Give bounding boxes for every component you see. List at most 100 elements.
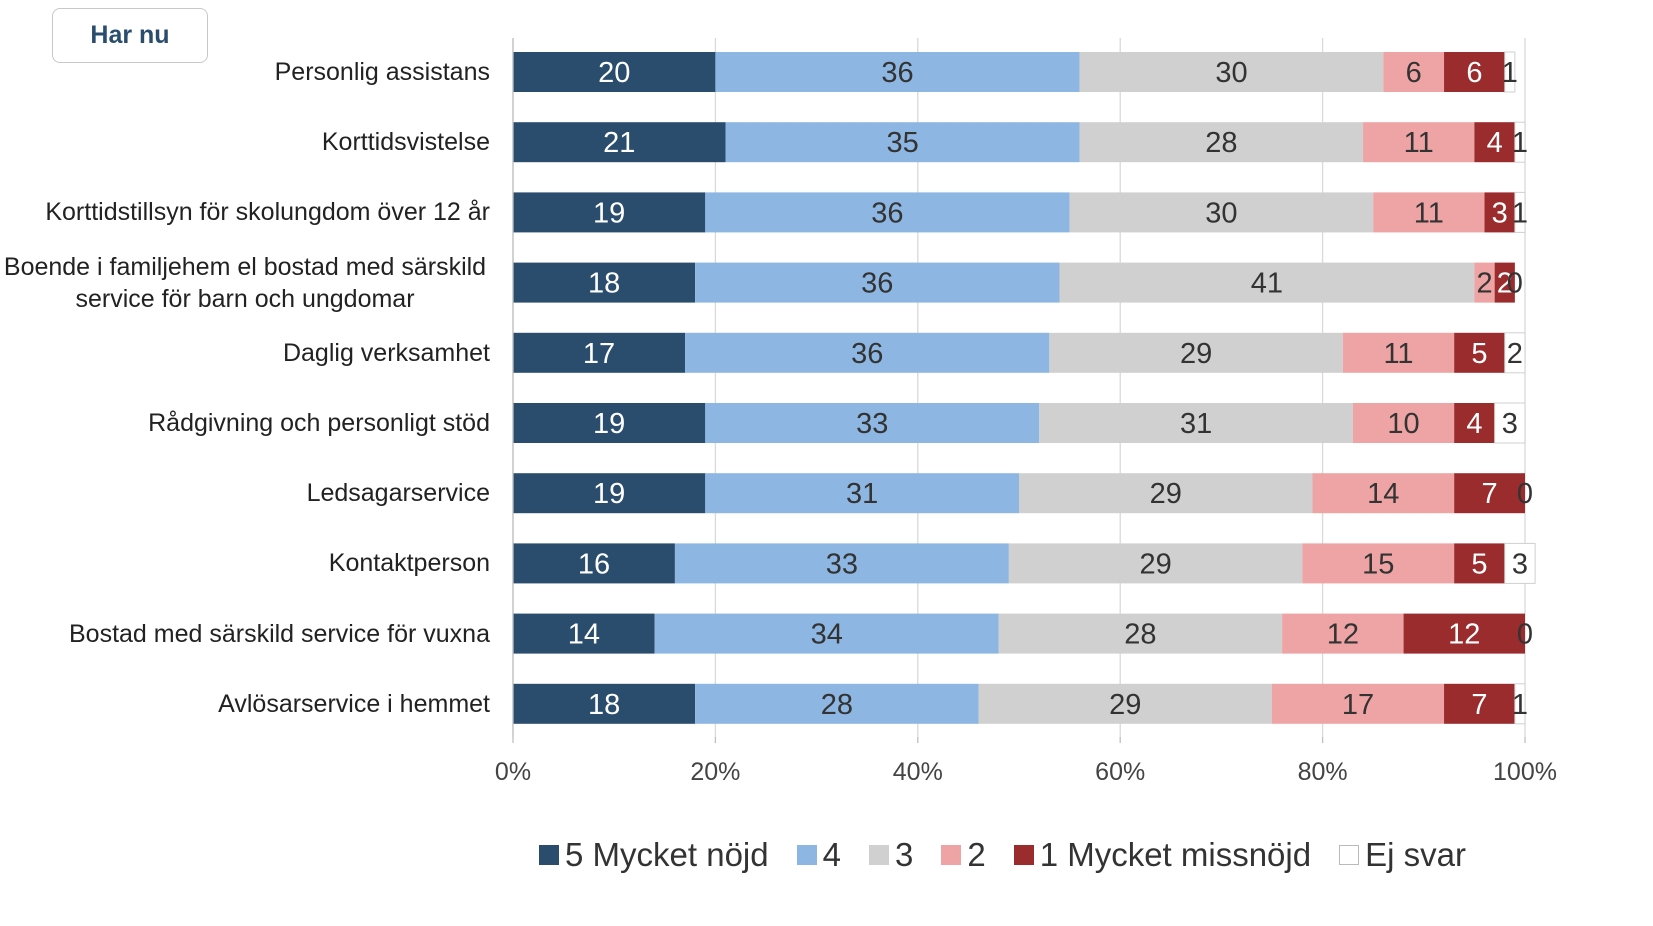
bar-segment — [1363, 122, 1475, 163]
data-label: 36 — [851, 338, 883, 370]
bar-segment — [998, 613, 1283, 654]
bar-segment — [513, 52, 716, 92]
legend: 5 Mycket nöjd 4 3 2 1 Mycket missnöjd Ej svar — [0, 836, 1653, 874]
bar-segment — [513, 192, 706, 233]
data-label: 36 — [861, 268, 893, 300]
category-label-box: Boende i familjehem el bostad med särski… — [0, 248, 490, 318]
bar-segment — [1373, 192, 1485, 233]
category-label-box: Kontaktperson — [0, 528, 490, 598]
bar-segment — [1079, 122, 1364, 163]
data-label: 14 — [1367, 478, 1399, 510]
category-label: Korttidsvistelse — [321, 128, 490, 157]
bar-segment — [715, 52, 1080, 92]
data-label: 7 — [1471, 689, 1487, 721]
data-label: 12 — [1448, 619, 1480, 651]
legend-swatch — [868, 845, 889, 865]
bar-segment — [1514, 683, 1526, 725]
bar-segment — [1454, 332, 1505, 373]
data-label: 36 — [871, 197, 903, 229]
data-label: 41 — [1251, 268, 1283, 300]
data-label: 4 — [1487, 127, 1503, 159]
data-label: 12 — [1327, 619, 1359, 651]
data-label: 0 — [1517, 619, 1533, 651]
data-label: 30 — [1215, 57, 1247, 89]
bar-segment — [513, 332, 686, 373]
data-label: 19 — [593, 197, 625, 229]
data-label: 4 — [1466, 408, 1482, 440]
data-label: 6 — [1466, 57, 1482, 89]
category-label-box: Avlösarservice i hemmet — [0, 669, 490, 739]
category-label-box: Korttidstillsyn för skolungdom över 12 å… — [0, 177, 490, 247]
tab-button[interactable]: Har nu — [52, 8, 208, 63]
data-label: 1 — [1512, 689, 1528, 721]
bar-segment — [1079, 52, 1384, 92]
bar-segment — [513, 473, 706, 514]
bar-segment — [1504, 51, 1516, 93]
data-label: 2 — [1476, 268, 1492, 300]
category-label: Boende i familjehem el bostad med särski… — [3, 252, 487, 313]
data-label: 31 — [1180, 408, 1212, 440]
data-label: 17 — [583, 338, 615, 370]
bar-segment — [705, 192, 1070, 233]
bar-segment — [1444, 683, 1515, 724]
legend-item: 3 — [868, 836, 914, 874]
category-label-box: Personlig assistans — [0, 37, 490, 107]
bar-segment — [1494, 402, 1526, 444]
category-label: Kontaktperson — [328, 549, 490, 578]
legend-swatch — [941, 845, 962, 865]
data-label: 21 — [603, 127, 635, 159]
bar-segment — [705, 403, 1040, 443]
legend-swatch — [1013, 845, 1034, 865]
bar-segment — [685, 332, 1050, 373]
bar-segment — [654, 613, 999, 654]
bar-segment — [1069, 192, 1374, 233]
legend-item: 4 — [796, 836, 841, 874]
data-label: 14 — [568, 619, 600, 651]
bar-segment — [1484, 192, 1515, 233]
data-label: 29 — [1139, 548, 1171, 580]
bar-segment — [513, 122, 726, 163]
bar-segment — [1504, 332, 1526, 374]
bar-segment — [978, 683, 1272, 724]
data-label: 19 — [593, 408, 625, 440]
data-label: 28 — [1205, 127, 1237, 159]
bar-segment — [1474, 122, 1515, 163]
data-label: 18 — [588, 689, 620, 721]
data-label: 10 — [1387, 408, 1419, 440]
legend-item: 2 — [941, 836, 986, 874]
data-label: 31 — [846, 478, 878, 510]
legend-swatch — [539, 845, 560, 865]
bar-segment — [513, 613, 655, 654]
bar-segment — [1312, 473, 1455, 514]
data-label: 33 — [826, 548, 858, 580]
data-label: 6 — [1406, 57, 1422, 89]
legend-item: 5 Mycket nöjd — [539, 836, 769, 874]
legend-label: Ej svar — [1365, 836, 1466, 873]
bar-segment — [1454, 403, 1495, 443]
data-label: 2 — [1497, 268, 1513, 300]
legend-label: 1 Mycket missnöjd — [1039, 836, 1312, 873]
data-label: 3 — [1492, 197, 1508, 229]
bar-segment — [1454, 543, 1505, 584]
bar-segment — [674, 543, 1009, 584]
category-label-box: Rådgivning och personligt stöd — [0, 388, 490, 458]
data-label: 16 — [578, 548, 610, 580]
category-label: Rådgivning och personligt stöd — [148, 409, 490, 437]
bar-segment — [1342, 332, 1455, 373]
bar-segment — [1352, 403, 1455, 443]
legend-item: Ej svar — [1339, 836, 1466, 874]
data-label: 20 — [598, 57, 630, 89]
data-label: 1 — [1512, 127, 1528, 159]
bar-segment — [513, 262, 696, 303]
category-label: Avlösarservice i hemmet — [218, 689, 490, 718]
bar-segment — [513, 543, 675, 584]
x-tick-label: 80% — [1298, 758, 1348, 786]
data-label: 11 — [1404, 127, 1434, 159]
legend-label: 3 — [894, 836, 914, 873]
data-label: 1 — [1502, 57, 1518, 89]
x-tick-label: 40% — [893, 758, 943, 786]
data-label: 36 — [881, 57, 913, 89]
category-label: Personlig assistans — [274, 58, 490, 86]
data-label: 3 — [1502, 408, 1518, 440]
